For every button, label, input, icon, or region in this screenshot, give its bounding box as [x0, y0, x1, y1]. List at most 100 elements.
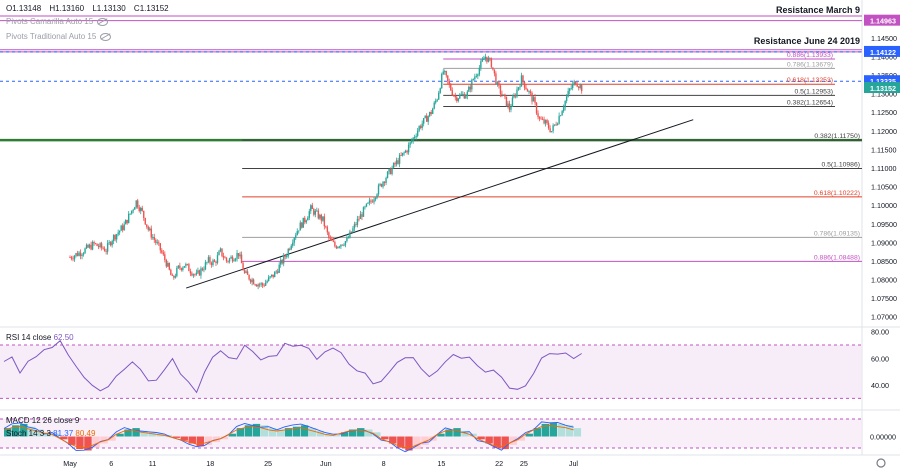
candle-body: [323, 216, 326, 227]
candle-body: [368, 200, 371, 203]
macd-histogram-bar: [557, 423, 566, 437]
macd-histogram-bar: [36, 429, 44, 437]
macd-histogram-bar: [268, 428, 277, 437]
ohlc-close: C1.13152: [133, 4, 169, 13]
macd-histogram-bar: [284, 428, 293, 437]
candle-body: [412, 137, 414, 142]
candle-body: [433, 102, 435, 109]
candle-body: [278, 264, 280, 273]
candle-body: [577, 86, 580, 88]
candle-body: [404, 150, 407, 153]
macd-histogram-bar: [316, 430, 325, 437]
candle-body: [267, 277, 270, 281]
candle-body: [486, 56, 488, 62]
candle-body: [168, 262, 171, 270]
candle-body: [490, 58, 493, 68]
candle-body: [314, 210, 317, 215]
macd-histogram-bar: [60, 436, 68, 440]
candle-body: [371, 201, 374, 203]
candle-body: [565, 96, 568, 101]
macd-histogram-bar: [124, 429, 132, 437]
candle-body: [304, 217, 306, 223]
fib-level-label: 0.5(1.12953): [794, 88, 833, 95]
macd-histogram-bar: [405, 436, 413, 451]
candle-body: [502, 94, 505, 96]
macd-histogram-bar: [373, 432, 381, 437]
candle-body: [353, 224, 356, 229]
rsi-value: 62.50: [53, 333, 74, 342]
candle-body: [447, 75, 449, 82]
ohlc-readout: O1.13148 H1.13160 L1.13130 C1.13152: [6, 4, 175, 13]
candle-body: [438, 92, 440, 100]
candle-body: [365, 203, 368, 207]
macd-histogram-bar: [469, 433, 477, 437]
candle-body: [511, 97, 514, 107]
candle-body: [308, 211, 310, 218]
candle-body: [319, 214, 321, 219]
candle-body: [153, 237, 155, 240]
candle-body: [115, 234, 118, 240]
candle-body: [484, 56, 487, 60]
candle-body: [210, 262, 213, 265]
candle-body: [570, 88, 572, 89]
candle-body: [218, 251, 220, 256]
candle-body: [191, 273, 193, 276]
candle-body: [350, 231, 353, 233]
legend-traditional[interactable]: Pivots Traditional Auto 15: [6, 32, 112, 41]
candle-body: [293, 237, 295, 243]
macd-histogram-bar: [413, 436, 421, 450]
hidden-eye-icon[interactable]: [97, 17, 109, 26]
macd-histogram-bar: [236, 428, 245, 437]
candle-body: [349, 231, 351, 238]
macd-histogram-bar: [332, 435, 341, 437]
candle-body: [164, 254, 166, 261]
fib-level-label: 0.382(1.11750): [814, 133, 860, 140]
x-tick-label: 18: [206, 459, 214, 468]
candle-body: [501, 93, 503, 96]
candle-body: [292, 242, 294, 246]
rsi-title-label: RSI 14 close: [6, 333, 52, 342]
candle-body: [382, 181, 384, 187]
candle-body: [326, 227, 329, 233]
y-tick-label: 1.09000: [871, 238, 897, 247]
candle-body: [331, 238, 333, 241]
price-label-box: [864, 45, 900, 57]
candle-body: [242, 263, 244, 271]
settings-gear-icon[interactable]: [876, 458, 886, 468]
candle-body: [528, 91, 530, 93]
hidden-eye-icon[interactable]: [100, 32, 112, 41]
candle-body: [147, 226, 149, 230]
candle-body: [170, 269, 172, 276]
candle-body: [555, 124, 557, 126]
candle-body: [121, 225, 124, 231]
candle-body: [273, 272, 276, 278]
candle-body: [352, 228, 354, 233]
legend-camarilla-label: Pivots Camarilla Auto 15: [6, 17, 94, 26]
candle-body: [362, 207, 365, 217]
candle-body: [120, 225, 122, 231]
candle-body: [93, 241, 95, 244]
y-tick-label: 1.13000: [871, 90, 897, 99]
candle-body: [161, 250, 163, 253]
x-tick-label: 15: [437, 459, 445, 468]
legend-camarilla[interactable]: Pivots Camarilla Auto 15: [6, 17, 109, 26]
candle-body: [571, 84, 574, 89]
candle-body: [389, 168, 392, 175]
candle-body: [513, 95, 515, 98]
candle-body: [472, 79, 475, 80]
candle-body: [264, 282, 267, 286]
price-label-box: [864, 81, 900, 93]
candle-body: [355, 224, 357, 225]
candle-body: [167, 262, 169, 267]
candle-body: [237, 253, 240, 257]
candle-body: [177, 265, 180, 268]
candle-body: [474, 76, 476, 80]
candle-body: [204, 262, 207, 270]
candle-body: [82, 253, 85, 255]
fib-level-label: 0.5(1.10986): [821, 162, 860, 169]
candle-body: [301, 222, 303, 228]
candle-body: [457, 98, 459, 101]
rsi-band: [0, 345, 862, 399]
macd-histogram-bar: [28, 426, 36, 437]
candle-body: [258, 284, 261, 286]
